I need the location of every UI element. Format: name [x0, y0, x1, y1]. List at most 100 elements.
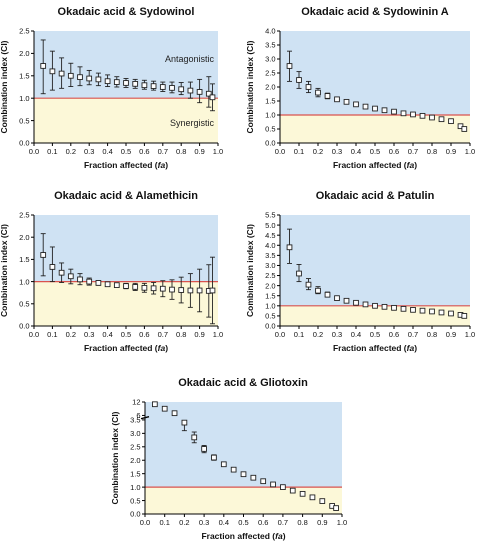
x-tick-label: 0.8 [176, 147, 186, 156]
data-point [178, 82, 185, 96]
data-marker [95, 76, 102, 83]
x-tick-label: 0.8 [427, 147, 437, 156]
data-point [429, 114, 435, 121]
data-point [113, 282, 120, 289]
data-point [95, 72, 102, 87]
data-marker [77, 276, 83, 283]
data-marker [438, 116, 445, 123]
data-marker [49, 68, 56, 75]
data-marker [196, 89, 203, 95]
antagonistic-region [34, 215, 218, 282]
data-marker [150, 83, 157, 89]
data-marker [141, 82, 148, 89]
data-point [315, 286, 321, 295]
data-point [270, 481, 276, 488]
data-point [123, 78, 129, 88]
data-point [391, 108, 397, 115]
data-marker [159, 84, 166, 90]
y-tick-label: 3.5 [130, 416, 140, 425]
x-tick-label: 0.6 [139, 330, 149, 339]
x-tick-label: 0.4 [219, 518, 229, 527]
data-point [141, 79, 148, 90]
data-marker [201, 446, 207, 452]
x-tick-label: 0.0 [275, 147, 285, 156]
data-point [95, 280, 102, 286]
data-marker [211, 454, 217, 461]
data-marker [343, 297, 350, 304]
data-marker [305, 281, 312, 288]
y-tick-label: 3.5 [265, 251, 275, 260]
data-marker [410, 111, 416, 118]
data-marker [381, 107, 388, 114]
y-tick-label: 2.0 [265, 83, 275, 92]
x-axis-label: Fraction affected (fa) [201, 531, 285, 541]
data-point [400, 110, 407, 117]
data-marker [372, 302, 378, 309]
x-tick-label: 0.2 [313, 147, 323, 156]
data-point [209, 256, 216, 325]
y-axis-label: Combination index (CI) [245, 224, 255, 317]
x-tick-label: 0.8 [176, 330, 186, 339]
data-point [196, 268, 203, 313]
x-tick-label: 0.5 [121, 330, 131, 339]
data-point [305, 278, 312, 291]
chart-title: Okadaic acid & Alamethicin [54, 190, 198, 202]
data-marker [58, 269, 65, 276]
x-tick-label: 0.3 [84, 147, 94, 156]
x-tick-label: 1.0 [213, 330, 223, 339]
chart-title: Okadaic acid & Sydowinin A [301, 6, 449, 18]
y-tick-label: 2.5 [265, 69, 275, 78]
x-tick-label: 0.3 [84, 330, 94, 339]
data-marker [159, 285, 166, 292]
x-tick-label: 0.1 [294, 147, 304, 156]
data-point [289, 487, 296, 494]
y-tick-label: 1.0 [19, 94, 29, 103]
x-tick-label: 0.8 [427, 330, 437, 339]
y-tick-label: 0.0 [265, 322, 275, 331]
data-marker [286, 244, 293, 251]
data-point [150, 80, 157, 91]
y-tick-label: 2.5 [19, 27, 29, 36]
data-point [343, 98, 350, 105]
x-tick-label: 0.7 [408, 147, 418, 156]
data-marker [40, 63, 47, 69]
data-point [205, 264, 212, 318]
data-marker [141, 284, 148, 291]
chart-panel-4: 0.00.51.01.52.02.53.03.54.04.55.05.50.0 0… [245, 190, 475, 353]
data-point [211, 454, 217, 461]
data-point [159, 280, 166, 298]
data-point [372, 302, 378, 309]
data-point [343, 297, 350, 304]
x-tick-label: 0.9 [194, 330, 204, 339]
chart-panel-5: 0.0 0.5 1.0 1.5 2.0 2.5 3.0 3.56 12 0.0 0.1 0.2 0.3 0… [110, 377, 347, 541]
x-tick-label: 0.5 [238, 518, 248, 527]
data-marker [324, 291, 331, 298]
chart-panel-1: Antagonistic Synergistic 0.0 0.5 1.0 1.5 2.0 2.… [0, 6, 223, 170]
x-tick-label: 0.2 [313, 330, 323, 339]
data-point [187, 273, 194, 308]
x-tick-label: 0.4 [351, 147, 361, 156]
data-point [324, 291, 331, 298]
data-point [196, 78, 203, 104]
data-point [58, 262, 65, 283]
x-tick-label: 0.0 [29, 147, 39, 156]
data-point [187, 81, 194, 99]
y-tick-label: 2.0 [265, 281, 275, 290]
data-point [461, 126, 468, 132]
y-tick-label: 4.0 [265, 241, 275, 250]
data-point [209, 83, 216, 112]
data-marker [67, 273, 74, 280]
data-marker [240, 471, 247, 478]
x-tick-label: 0.7 [278, 518, 288, 527]
data-marker [67, 72, 74, 79]
y-tick-label: 2.0 [130, 456, 140, 465]
y-tick-label: 1.5 [265, 291, 275, 300]
data-marker [113, 282, 120, 289]
data-marker [77, 74, 83, 80]
data-point [391, 304, 397, 311]
data-point [178, 276, 185, 304]
x-tick-label: 0.1 [294, 330, 304, 339]
axis-break-mark [140, 415, 150, 419]
data-point [159, 81, 166, 92]
chart-panel-3: 0.0 0.5 1.0 1.5 2.0 2.5 0.0 0.1 0.2 0.3 0.4 0.5 0.6 0… [0, 190, 223, 353]
